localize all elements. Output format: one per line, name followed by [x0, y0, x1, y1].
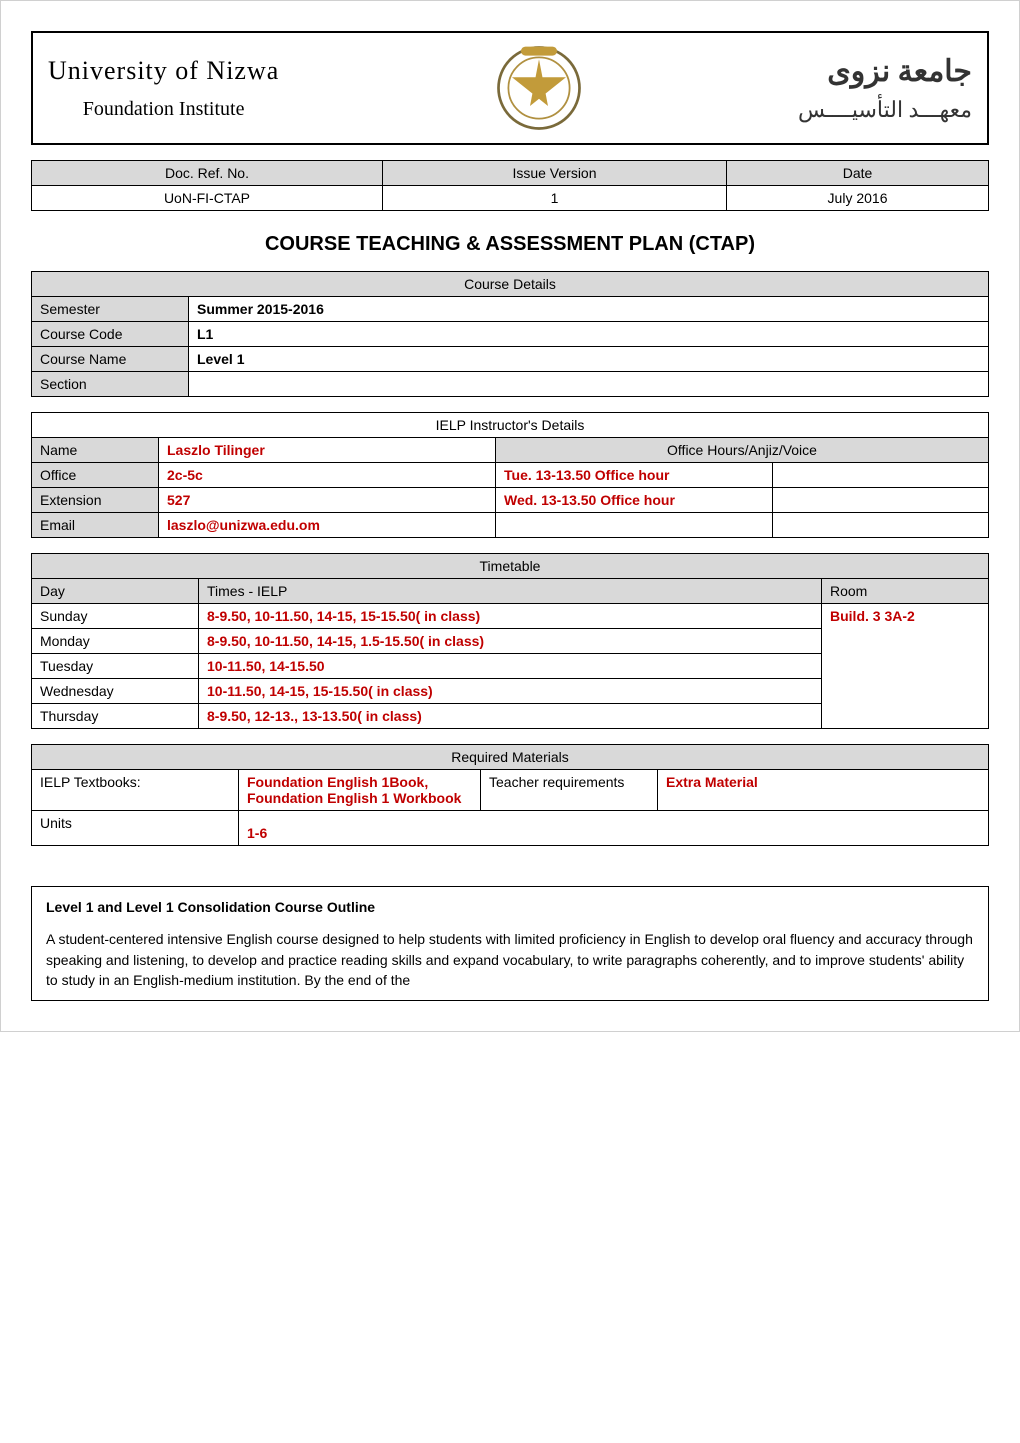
- email-label: Email: [32, 513, 159, 538]
- foundation-name-en: Foundation Institute: [48, 98, 279, 121]
- docref-val-issue: 1: [382, 186, 726, 211]
- university-name-ar: جامعة نزوى: [798, 54, 972, 89]
- textbooks-label: IELP Textbooks:: [32, 770, 239, 811]
- tt-day-label: Day: [32, 579, 199, 604]
- course-details-header: Course Details: [32, 272, 989, 297]
- email-blank2: [773, 513, 989, 538]
- course-code-label: Course Code: [32, 322, 189, 347]
- university-name-en: University of Nizwa: [48, 56, 279, 86]
- course-name-value: Level 1: [189, 347, 989, 372]
- office-slot1: Tue. 13-13.50 Office hour: [496, 463, 773, 488]
- tt-day-2: Tuesday: [32, 654, 199, 679]
- email-blank1: [496, 513, 773, 538]
- semester-label: Semester: [32, 297, 189, 322]
- tt-times-0: 8-9.50, 10-11.50, 14-15, 15-15.50( in cl…: [199, 604, 822, 629]
- tt-day-1: Monday: [32, 629, 199, 654]
- course-details-table: Course Details Semester Summer 2015-2016…: [31, 271, 989, 397]
- office-value: 2c-5c: [159, 463, 496, 488]
- units-label: Units: [32, 811, 239, 846]
- semester-value: Summer 2015-2016: [189, 297, 989, 322]
- materials-header: Required Materials: [32, 745, 989, 770]
- office-slot1-blank: [773, 463, 989, 488]
- docref-val-date: July 2016: [727, 186, 989, 211]
- tt-times-4: 8-9.50, 12-13., 13-13.50( in class): [199, 704, 822, 729]
- textbooks-value: Foundation English 1Book, Foundation Eng…: [239, 770, 481, 811]
- tt-day-4: Thursday: [32, 704, 199, 729]
- teacher-req-label: Teacher requirements: [481, 770, 658, 811]
- tt-times-2: 10-11.50, 14-15.50: [199, 654, 822, 679]
- tt-day-0: Sunday: [32, 604, 199, 629]
- docref-hdr-issue: Issue Version: [382, 161, 726, 186]
- page-title: COURSE TEACHING & ASSESSMENT PLAN (CTAP): [31, 233, 989, 256]
- tt-times-3: 10-11.50, 14-15, 15-15.50( in class): [199, 679, 822, 704]
- materials-table: Required Materials IELP Textbooks: Found…: [31, 744, 989, 846]
- tt-room-label: Room: [822, 579, 989, 604]
- extra-material-label: Extra Material: [658, 770, 989, 811]
- outline-body: A student-centered intensive English cou…: [46, 929, 974, 990]
- timetable: Timetable Day Times - IELP Room Sunday 8…: [31, 553, 989, 729]
- docref-table: Doc. Ref. No. Issue Version Date UoN-FI-…: [31, 160, 989, 211]
- instructor-name-value: Laszlo Tilinger: [159, 438, 496, 463]
- tt-times-label: Times - IELP: [199, 579, 822, 604]
- docref-val-ref: UoN-FI-CTAP: [32, 186, 383, 211]
- instructor-header: IELP Instructor's Details: [32, 413, 989, 438]
- instructor-table: IELP Instructor's Details Name Laszlo Ti…: [31, 412, 989, 538]
- tt-day-3: Wednesday: [32, 679, 199, 704]
- letterhead-right: جامعة نزوى معهـــد التأسيــــس: [798, 54, 972, 123]
- docref-hdr-ref: Doc. Ref. No.: [32, 161, 383, 186]
- units-value: 1-6: [239, 811, 989, 846]
- section-value: [189, 372, 989, 397]
- docref-hdr-date: Date: [727, 161, 989, 186]
- timetable-header: Timetable: [32, 554, 989, 579]
- extension-label: Extension: [32, 488, 159, 513]
- letterhead: University of Nizwa Foundation Institute…: [31, 31, 989, 145]
- office-slot2-blank: [773, 488, 989, 513]
- course-name-label: Course Name: [32, 347, 189, 372]
- section-label: Section: [32, 372, 189, 397]
- course-outline-box: Level 1 and Level 1 Consolidation Course…: [31, 886, 989, 1001]
- foundation-name-ar: معهـــد التأسيــــس: [798, 97, 972, 123]
- outline-title: Level 1 and Level 1 Consolidation Course…: [46, 897, 974, 917]
- seal-icon: [494, 43, 584, 133]
- tt-times-1: 8-9.50, 10-11.50, 14-15, 1.5-15.50( in c…: [199, 629, 822, 654]
- office-label: Office: [32, 463, 159, 488]
- instructor-name-label: Name: [32, 438, 159, 463]
- extension-value: 527: [159, 488, 496, 513]
- office-hours-label: Office Hours/Anjiz/Voice: [496, 438, 989, 463]
- course-code-value: L1: [189, 322, 989, 347]
- email-value: laszlo@unizwa.edu.om: [159, 513, 496, 538]
- tt-room-value: Build. 3 3A-2: [822, 604, 989, 729]
- letterhead-left: University of Nizwa Foundation Institute: [48, 56, 279, 121]
- office-slot2: Wed. 13-13.50 Office hour: [496, 488, 773, 513]
